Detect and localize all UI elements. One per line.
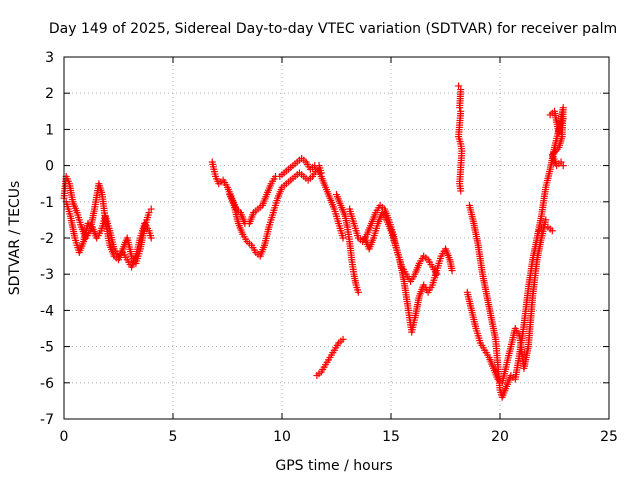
axis-ticks: 0 5 10 15 20 25 -7 -6 -5 -4 -3 -2 -1 0 1 2 3 [40,50,618,445]
data-point [145,209,153,217]
data-point [456,104,464,112]
data-point [557,158,565,166]
data-point [455,82,463,90]
chart-title: Day 149 of 2025, Sidereal Day-to-day VTE… [49,21,617,37]
data-point [548,227,556,235]
x-axis-label: GPS time / hours [275,458,392,474]
y-axis-label: SDTVAR / TECUs [7,181,23,296]
data-point [354,288,362,296]
data-point [147,234,155,242]
x-tick-label: 5 [169,429,178,445]
data-point [550,149,558,157]
plot-frame [63,56,610,420]
y-tick-label: -1 [40,195,54,211]
data-point [542,216,550,224]
data-points [60,82,567,401]
x-tick-label: 25 [600,429,618,445]
data-point [559,162,567,170]
data-point [339,234,347,242]
y-tick-label: -6 [40,376,54,392]
y-tick-label: 0 [45,159,54,175]
data-point [448,267,456,275]
y-tick-label: 1 [45,122,54,138]
grid-lines [64,57,609,419]
y-tick-label: 2 [45,86,54,102]
y-tick-label: 3 [45,50,54,66]
y-tick-label: -7 [40,412,54,428]
x-tick-label: 0 [60,429,69,445]
x-tick-label: 15 [382,429,400,445]
data-point [339,335,347,343]
y-tick-label: -3 [40,267,54,283]
x-tick-label: 10 [273,429,291,445]
y-tick-label: -2 [40,231,54,247]
y-tick-label: -4 [40,303,54,319]
x-tick-label: 20 [491,429,509,445]
y-tick-label: -5 [40,340,54,356]
data-point [457,187,465,195]
data-point [147,205,155,213]
